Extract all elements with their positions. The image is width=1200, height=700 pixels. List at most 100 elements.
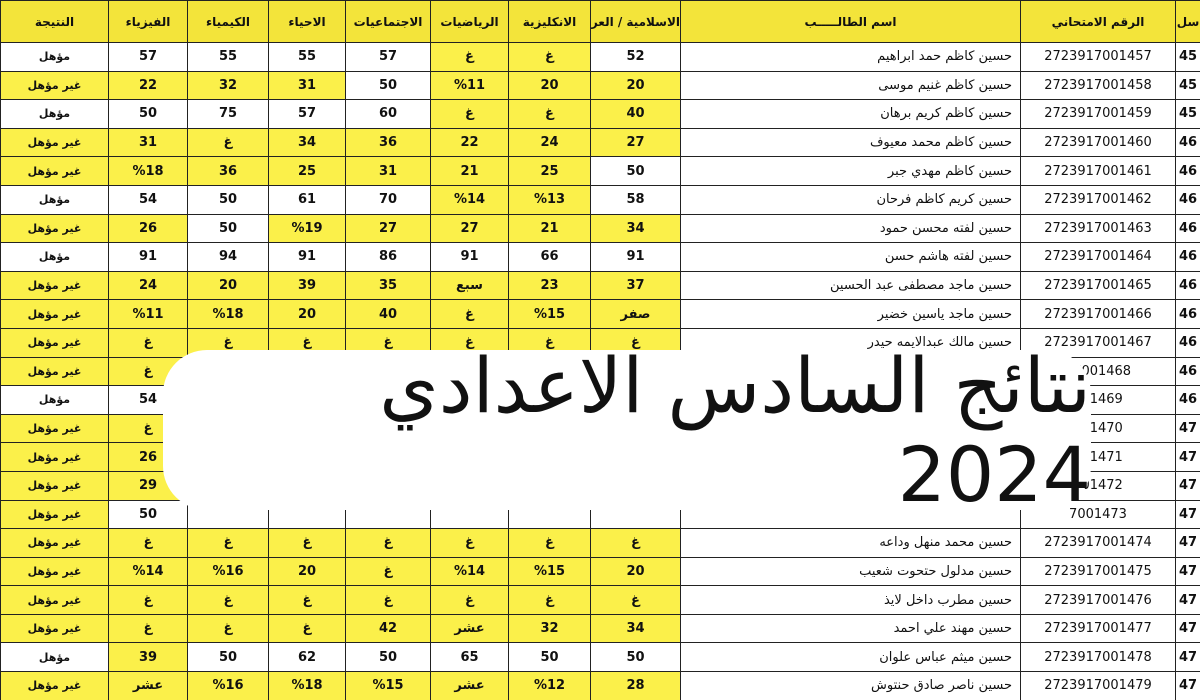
- table-cell: غ: [430, 528, 509, 558]
- table-cell: غ: [430, 42, 509, 72]
- table-cell: غ: [590, 585, 681, 615]
- table-cell: 2723917001459: [1020, 99, 1176, 129]
- table-cell: 2723917001464: [1020, 242, 1176, 272]
- table-cell: 39: [268, 270, 346, 301]
- table-cell: 50: [590, 156, 681, 186]
- table-cell: 25: [268, 156, 346, 186]
- table-cell: عشر: [430, 613, 509, 644]
- table-cell: غ: [108, 585, 188, 615]
- table-cell: %15: [508, 556, 591, 587]
- table-cell: 47: [1175, 556, 1200, 587]
- table-cell: غير مؤهل: [0, 585, 109, 615]
- table-cell: 61: [268, 184, 346, 215]
- table-cell: 46: [1175, 385, 1200, 415]
- table-cell: 54: [108, 184, 188, 215]
- table-cell: 47: [1175, 413, 1200, 444]
- column-header: الاجتماعيات: [345, 0, 431, 43]
- table-cell: %14: [108, 556, 188, 587]
- table-cell: غ: [108, 613, 188, 644]
- table-cell: غ: [345, 528, 431, 558]
- table-cell: 45: [1175, 42, 1200, 72]
- table-row: 46 2723917001463 حسين لفته محسن حمود 34 21 27…: [0, 213, 1200, 244]
- table-cell: 47: [1175, 671, 1200, 700]
- table-cell: سبع: [430, 270, 509, 301]
- table-cell: 91: [430, 242, 509, 272]
- table-cell: 45: [1175, 99, 1200, 129]
- table-cell: مؤهل: [0, 242, 109, 272]
- column-header: الرقم الامتحاني: [1020, 0, 1176, 43]
- table-row: 47 2723917001474 حسين محمد منهل وداعه غ غ غ غ غ…: [0, 528, 1200, 558]
- table-cell: حسين ناصر صادق حنتوش: [680, 671, 1021, 700]
- table-cell: مؤهل: [0, 385, 109, 415]
- column-header: اسم الطالـــــب: [680, 0, 1021, 43]
- table-cell: 20: [590, 556, 681, 587]
- table-cell: صفر: [590, 299, 681, 329]
- table-cell: 46: [1175, 356, 1200, 387]
- table-cell: 27: [345, 213, 431, 244]
- table-cell: 58: [590, 184, 681, 215]
- table-cell: 42: [345, 613, 431, 644]
- banner-title: نتائج السادس الاعدادي 2024: [163, 341, 1091, 519]
- table-cell: 94: [187, 242, 269, 272]
- table-cell: حسين كريم كاظم فرحان: [680, 184, 1021, 215]
- table-cell: غ: [268, 528, 346, 558]
- table-cell: 47: [1175, 528, 1200, 558]
- table-cell: 31: [108, 127, 188, 158]
- table-row: 47 2723917001479 حسين ناصر صادق حنتوش 28 %12…: [0, 671, 1200, 700]
- table-cell: غير مؤهل: [0, 613, 109, 644]
- table-cell: 2723917001466: [1020, 299, 1176, 329]
- table-cell: غير مؤهل: [0, 671, 109, 700]
- table-cell: حسين كاظم حمد ابراهيم: [680, 42, 1021, 72]
- table-cell: غ: [187, 127, 269, 158]
- table-cell: %16: [187, 671, 269, 700]
- table-cell: 46: [1175, 242, 1200, 272]
- table-cell: 46: [1175, 213, 1200, 244]
- table-cell: 34: [590, 213, 681, 244]
- table-cell: 52: [590, 42, 681, 72]
- table-cell: غير مؤهل: [0, 528, 109, 558]
- table-cell: غ: [508, 99, 591, 129]
- table-cell: %11: [108, 299, 188, 329]
- column-header: النتيجة: [0, 0, 109, 43]
- column-header: سل: [1175, 0, 1200, 43]
- table-cell: %11: [430, 70, 509, 101]
- table-cell: 28: [590, 671, 681, 700]
- table-cell: %15: [508, 299, 591, 329]
- table-cell: غ: [508, 528, 591, 558]
- table-cell: 55: [268, 42, 346, 72]
- table-cell: 20: [508, 70, 591, 101]
- table-cell: 39: [108, 642, 188, 673]
- table-cell: 86: [345, 242, 431, 272]
- table-cell: %15: [345, 671, 431, 700]
- table-cell: %13: [508, 184, 591, 215]
- column-header: الاسلامية / العربية: [590, 0, 681, 43]
- table-cell: 47: [1175, 499, 1200, 530]
- table-row: 45 2723917001458 حسين كاظم غنيم موسى 20 20 %1…: [0, 70, 1200, 101]
- table-cell: 20: [268, 556, 346, 587]
- table-row: 45 2723917001457 حسين كاظم حمد ابراهيم 52 غ غ…: [0, 42, 1200, 72]
- table-cell: 2723917001461: [1020, 156, 1176, 186]
- table-cell: 34: [590, 613, 681, 644]
- table-cell: حسين لفته محسن حمود: [680, 213, 1021, 244]
- column-header: الفيزياء: [108, 0, 188, 43]
- table-cell: حسين كاظم غنيم موسى: [680, 70, 1021, 101]
- table-cell: 24: [508, 127, 591, 158]
- table-cell: غير مؤهل: [0, 470, 109, 501]
- column-header: الاحياء: [268, 0, 346, 43]
- table-cell: غير مؤهل: [0, 299, 109, 329]
- table-cell: غير مؤهل: [0, 213, 109, 244]
- table-cell: 2723917001474: [1020, 528, 1176, 558]
- table-cell: غ: [430, 99, 509, 129]
- table-cell: 2723917001463: [1020, 213, 1176, 244]
- table-cell: 50: [187, 642, 269, 673]
- table-cell: 46: [1175, 156, 1200, 186]
- table-cell: %16: [187, 556, 269, 587]
- table-cell: 40: [345, 299, 431, 329]
- table-cell: غ: [187, 528, 269, 558]
- table-cell: 27: [430, 213, 509, 244]
- table-cell: 66: [508, 242, 591, 272]
- table-cell: غ: [508, 585, 591, 615]
- table-cell: 2723917001478: [1020, 642, 1176, 673]
- table-cell: غير مؤهل: [0, 499, 109, 530]
- table-cell: 50: [187, 213, 269, 244]
